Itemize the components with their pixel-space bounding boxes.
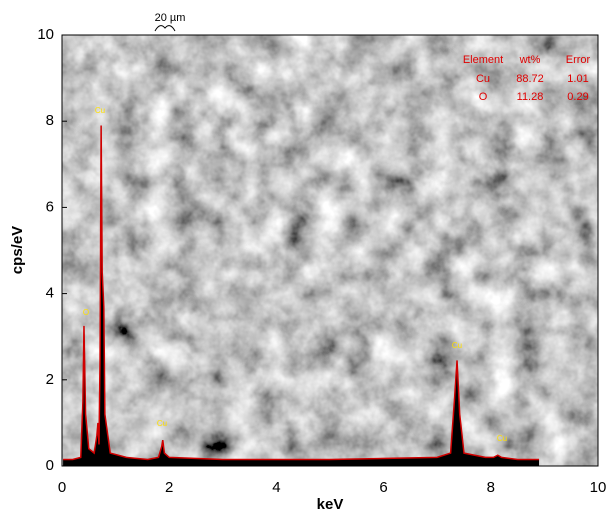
y-axis-label: cps/eV <box>9 226 26 274</box>
peak-label: Cu <box>95 106 105 115</box>
scale-bar-label: 20 µm <box>155 12 186 24</box>
table-cell: 11.28 <box>517 91 544 103</box>
table-header: Error <box>566 54 591 66</box>
y-tick-label: 0 <box>46 457 54 474</box>
table-cell: 1.01 <box>567 73 588 85</box>
x-tick-label: 4 <box>272 479 280 496</box>
table-cell: 0.29 <box>567 91 588 103</box>
x-tick-label: 2 <box>165 479 173 496</box>
x-tick-label: 8 <box>487 479 495 496</box>
peak-label: Cu <box>452 341 462 350</box>
x-tick-label: 0 <box>58 479 66 496</box>
y-tick-label: 4 <box>46 285 54 302</box>
table-cell: 88.72 <box>516 73 544 85</box>
table-header: Element <box>463 54 503 66</box>
y-tick-label: 10 <box>37 26 54 43</box>
table-cell: O <box>479 91 488 103</box>
table-cell: Cu <box>476 73 490 85</box>
peak-label: O <box>83 308 89 317</box>
peak-label: Cu <box>157 419 167 428</box>
table-header: wt% <box>519 54 541 66</box>
peak-label: Cu <box>497 434 507 443</box>
x-axis-label: keV <box>317 496 344 513</box>
y-tick-label: 2 <box>46 371 54 388</box>
y-tick-label: 6 <box>46 198 54 215</box>
x-tick-label: 6 <box>379 479 387 496</box>
chart: 20 µm keV cps/eV 0 2 4 6 8 10 0 2 4 6 8 10 Cu O Cu Cu Cu… <box>0 0 606 513</box>
x-tick-label: 10 <box>590 479 606 496</box>
y-tick-label: 8 <box>46 112 54 129</box>
scale-bracket <box>155 26 175 31</box>
